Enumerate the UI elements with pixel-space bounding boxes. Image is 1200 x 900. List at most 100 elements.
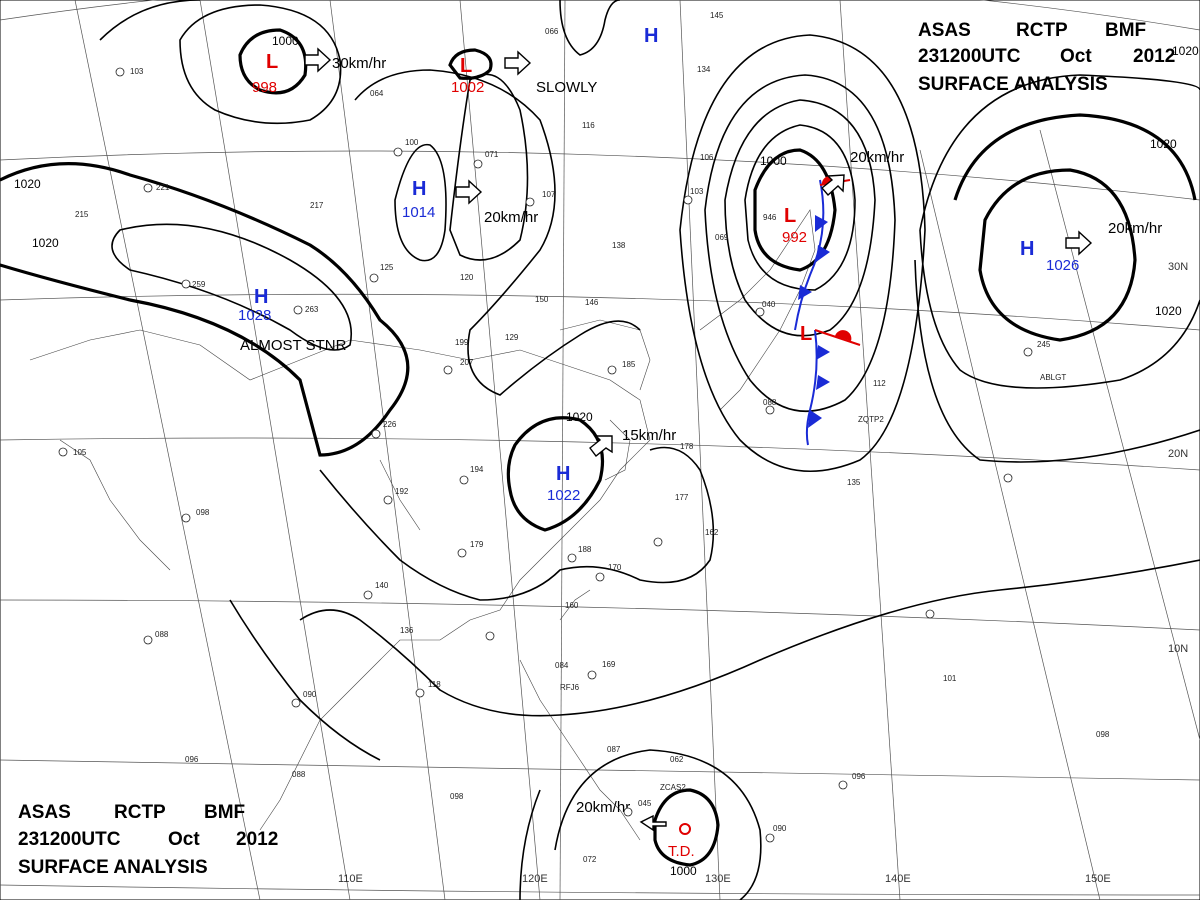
- coastlines: [29, 209, 816, 841]
- high-taiwan-letter: H: [556, 463, 570, 485]
- low-japan-motion: 20km/hr: [850, 149, 904, 166]
- low-mongolia-motion: 30km/hr: [332, 55, 386, 72]
- title-station: RCTP: [1016, 20, 1068, 41]
- arrow-mongolia: [304, 47, 332, 73]
- station-value: 088: [292, 770, 306, 779]
- station-value: 245: [1037, 340, 1051, 349]
- station-value: 118: [428, 680, 441, 689]
- station-value: 105: [73, 448, 87, 457]
- title-time: 231200UTC: [918, 46, 1021, 67]
- station-value: 107: [542, 190, 556, 199]
- title-office: BMF: [204, 802, 245, 823]
- station-id: ZCAS2: [660, 783, 686, 792]
- station-value: 112: [873, 379, 886, 388]
- high-taiwan-motion: 15km/hr: [622, 427, 676, 444]
- station-value: 134: [697, 65, 711, 74]
- station-value: 177: [675, 493, 689, 502]
- station-value: 071: [485, 150, 499, 159]
- station-value: 140: [375, 581, 389, 590]
- station-value: 226: [383, 420, 397, 429]
- station-value: 138: [612, 241, 626, 250]
- high-central-china-value: 1014: [402, 204, 435, 221]
- title-block-top: ASAS RCTP BMF 231200UTC Oct 2012 SURFACE…: [918, 20, 1175, 95]
- station-value: 169: [602, 660, 616, 669]
- station-value: 125: [380, 263, 394, 272]
- arrow-taiwan: [589, 435, 613, 457]
- low-japan-value: 992: [782, 229, 807, 246]
- td-label: T.D.: [668, 843, 695, 860]
- station-value: 087: [607, 745, 621, 754]
- high-china-west-letter: H: [254, 286, 268, 308]
- station-id: ABLGT: [1040, 373, 1066, 382]
- isobar-label: 1020: [1155, 304, 1182, 318]
- station-value: 088: [155, 630, 169, 639]
- low-mongolia-letter: L: [266, 51, 278, 73]
- lat-label-30: 30N: [1168, 261, 1188, 273]
- station-value: 120: [460, 273, 474, 282]
- title-office: BMF: [1105, 20, 1146, 41]
- title-time: 231200UTC: [18, 829, 121, 850]
- lon-label-150: 150E: [1085, 873, 1111, 885]
- title-year: 2012: [1133, 46, 1175, 67]
- station-value: 088: [763, 398, 777, 407]
- title-product: SURFACE ANALYSIS: [918, 74, 1108, 95]
- isobar-label: 1020: [566, 410, 593, 424]
- station-value: 072: [583, 855, 597, 864]
- station-value: 098: [1096, 730, 1110, 739]
- lon-label-140: 140E: [885, 873, 911, 885]
- station-value: 215: [75, 210, 89, 219]
- station-value: 178: [680, 442, 694, 451]
- station-value: 145: [710, 11, 724, 20]
- station-circles: [58, 67, 1033, 843]
- station-value: 946: [763, 213, 777, 222]
- arrow-central-china: [455, 179, 483, 205]
- title-year: 2012: [236, 829, 278, 850]
- station-value: 221: [156, 183, 170, 192]
- station-value: 199: [455, 338, 469, 347]
- isobar-label: 1020: [32, 236, 59, 250]
- title-product: SURFACE ANALYSIS: [18, 857, 208, 878]
- station-value: 069: [715, 233, 729, 242]
- title-month: Oct: [168, 829, 200, 850]
- station-value: 098: [196, 508, 210, 517]
- low-manchuria-motion: SLOWLY: [536, 79, 597, 96]
- station-value: 217: [310, 201, 324, 210]
- station-value: 116: [582, 121, 595, 130]
- station-id: RFJ6: [560, 683, 580, 692]
- station-value: 103: [690, 187, 704, 196]
- high-china-west-motion: ALMOST STNR: [240, 337, 347, 354]
- title-agency: ASAS: [18, 802, 71, 823]
- station-value: 096: [852, 772, 866, 781]
- title-agency: ASAS: [918, 20, 971, 41]
- high-far-north-letter: H: [644, 25, 658, 47]
- station-value: 207: [460, 358, 474, 367]
- arrow-pacific: [1065, 230, 1093, 256]
- station-value: 136: [400, 626, 414, 635]
- pressure-systems: L 998 30km/hr L 1002 SLOWLY H H 1014 20k…: [238, 25, 1162, 860]
- station-value: 179: [470, 540, 484, 549]
- station-value: 259: [192, 280, 206, 289]
- isobar-label: 1020: [14, 177, 41, 191]
- title-month: Oct: [1060, 46, 1092, 67]
- station-value: 160: [565, 601, 579, 610]
- station-value: 100: [405, 138, 419, 147]
- station-value: 150: [535, 295, 549, 304]
- lon-label-110: 110E: [338, 873, 363, 885]
- high-central-china-motion: 20km/hr: [484, 209, 538, 226]
- arrow-td: [639, 814, 667, 832]
- station-value: 170: [608, 563, 622, 572]
- station-value: 064: [370, 89, 384, 98]
- isobar-label: 1000: [760, 154, 787, 168]
- high-north-pacific-value: 1026: [1046, 257, 1079, 274]
- title-block-bottom: ASAS RCTP BMF 231200UTC Oct 2012 SURFACE…: [18, 802, 278, 878]
- high-central-china-letter: H: [412, 178, 426, 200]
- fronts: [794, 175, 861, 446]
- station-value: 062: [670, 755, 684, 764]
- isobar-label: 1020: [1172, 44, 1199, 58]
- td-symbol: [679, 823, 691, 835]
- station-value: 135: [847, 478, 861, 487]
- lat-label-10: 10N: [1168, 643, 1188, 655]
- station-value: 129: [505, 333, 519, 342]
